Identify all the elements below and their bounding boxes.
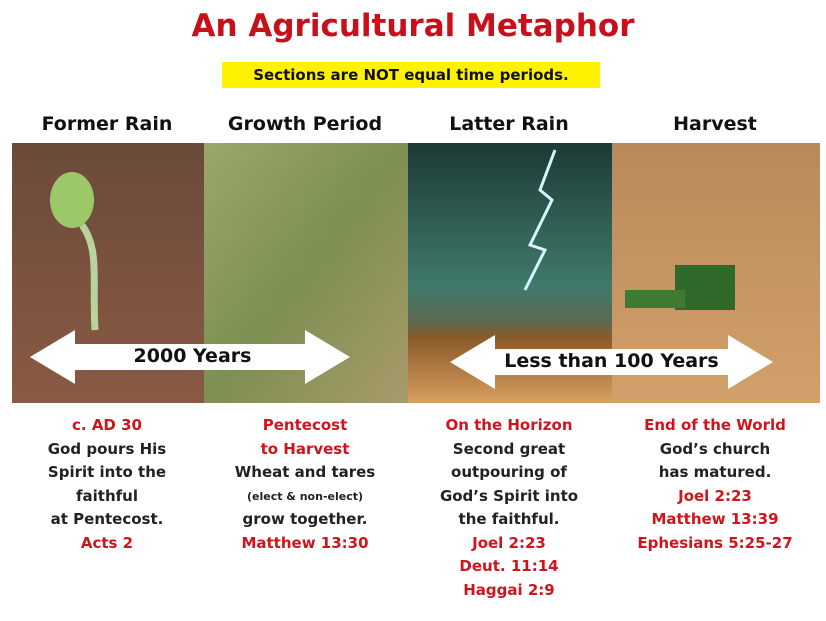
text-line: has matured. (614, 461, 816, 485)
text-line: c. AD 30 (6, 414, 208, 438)
text-line: Deut. 11:14 (408, 555, 610, 579)
text-line: End of the World (614, 414, 816, 438)
text-line: Wheat and tares (204, 461, 406, 485)
text-line: Ephesians 5:25-27 (614, 532, 816, 556)
column-heading: Growth Period (204, 113, 406, 135)
text-line: the faithful. (408, 508, 610, 532)
text-line: (elect & non-elect) (204, 485, 406, 509)
text-line: God’s Spirit into (408, 485, 610, 509)
column-heading: Latter Rain (408, 113, 610, 135)
leaf (50, 172, 94, 228)
text-line: faithful (6, 485, 208, 509)
text-line: to Harvest (204, 438, 406, 462)
combine-header (625, 290, 685, 308)
text-line: Matthew 13:30 (204, 532, 406, 556)
text-line: Joel 2:23 (408, 532, 610, 556)
text-line: On the Horizon (408, 414, 610, 438)
text-line: Second great (408, 438, 610, 462)
slide: An Agricultural Metaphor Sections are NO… (0, 0, 826, 621)
arrow-label: Less than 100 Years (495, 350, 728, 372)
text-line: Pentecost (204, 414, 406, 438)
column-heading: Former Rain (6, 113, 208, 135)
text-line: Haggai 2:9 (408, 579, 610, 603)
text-line: Spirit into the (6, 461, 208, 485)
arrow-label: 2000 Years (80, 345, 305, 367)
text-line: grow together. (204, 508, 406, 532)
text-line: God pours His (6, 438, 208, 462)
text-line: God’s church (614, 438, 816, 462)
text-line: outpouring of (408, 461, 610, 485)
column-heading: Harvest (614, 113, 816, 135)
text-line: Matthew 13:39 (614, 508, 816, 532)
text-line: Acts 2 (6, 532, 208, 556)
text-line: at Pentecost. (6, 508, 208, 532)
text-line: Joel 2:23 (614, 485, 816, 509)
